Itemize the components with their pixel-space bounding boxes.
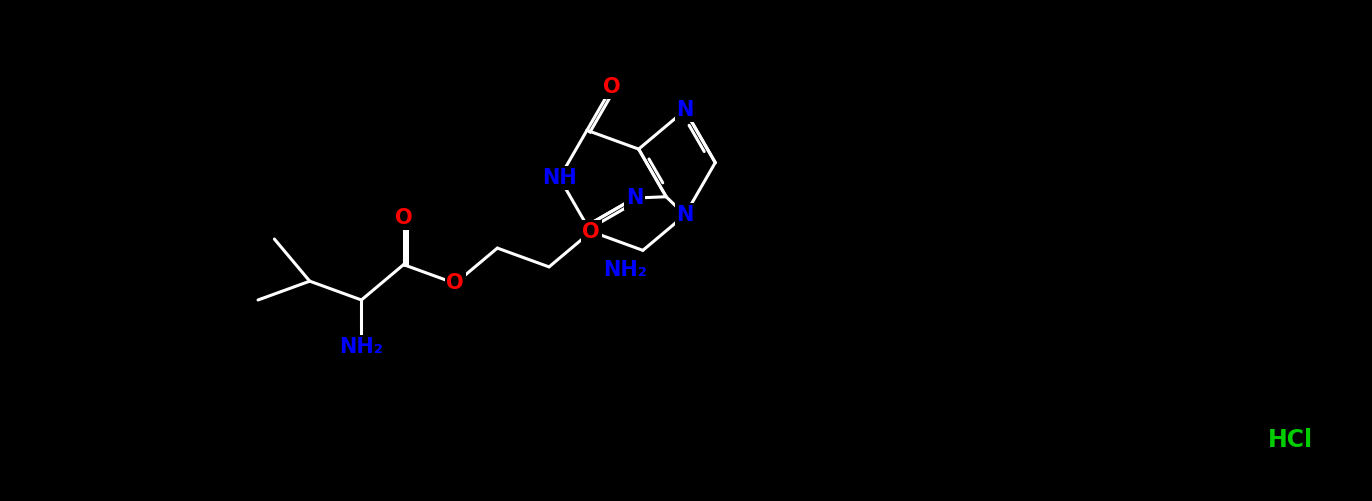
Text: N: N — [626, 188, 643, 208]
Text: O: O — [582, 221, 600, 241]
Text: O: O — [446, 274, 464, 294]
Text: N: N — [676, 205, 694, 225]
Text: NH₂: NH₂ — [339, 337, 383, 357]
Text: N: N — [676, 100, 694, 120]
Text: NH₂: NH₂ — [604, 260, 648, 280]
Text: NH: NH — [542, 168, 576, 188]
Text: O: O — [602, 78, 620, 97]
Text: O: O — [395, 208, 413, 228]
Text: HCl: HCl — [1268, 428, 1313, 452]
